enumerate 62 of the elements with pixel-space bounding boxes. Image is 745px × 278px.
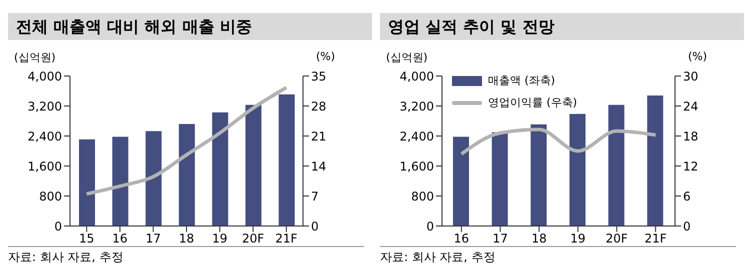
- y-tick-label: 800: [411, 189, 434, 204]
- x-tick-label: 20F: [606, 232, 628, 246]
- y2-tick-label: 12: [683, 159, 698, 174]
- x-tick-label: 21F: [275, 232, 298, 246]
- y2-tick-label: 30: [683, 69, 698, 84]
- x-tick-label: 20F: [242, 232, 264, 246]
- x-tick-label: 15: [79, 232, 94, 246]
- y2-tick-label: 7: [311, 189, 319, 204]
- y-axis-title: (십억원): [14, 50, 56, 65]
- y2-tick-label: 18: [683, 129, 698, 144]
- x-tick-label: 16: [454, 232, 470, 246]
- y2-tick-label: 6: [683, 189, 691, 204]
- x-tick-label: 21F: [644, 232, 667, 246]
- legend-label: 매출액 (좌축): [488, 73, 556, 89]
- bar: [278, 94, 295, 226]
- x-tick-label: 17: [492, 232, 508, 246]
- y-tick-label: 4,000: [400, 69, 434, 84]
- y-tick-label: 4,000: [28, 69, 62, 84]
- bar: [178, 124, 195, 226]
- y2-tick-label: 0: [683, 219, 691, 234]
- y-tick-label: 2,400: [28, 129, 62, 144]
- line-series: [84, 86, 288, 196]
- bar: [112, 136, 128, 226]
- bar: [492, 132, 508, 226]
- y-tick-label: 2,400: [400, 129, 434, 144]
- y-tick-label: 0: [426, 219, 434, 234]
- x-tick-label: 19: [570, 232, 586, 246]
- y-tick-label: 1,600: [400, 159, 434, 174]
- y-tick-label: 3,200: [400, 99, 434, 114]
- text: 자료: 회사 자료, 추정: [380, 249, 736, 266]
- y2-tick-label: 28: [311, 99, 326, 114]
- x-tick-label: 16: [112, 232, 128, 246]
- bar: [570, 114, 586, 226]
- bar: [530, 124, 547, 226]
- bar: [608, 104, 624, 226]
- x-tick-label: 18: [178, 232, 194, 246]
- y2-tick-label: 0: [311, 219, 319, 234]
- bar: [245, 104, 262, 226]
- chart-title: 영업 실적 추이 및 전망: [380, 13, 744, 40]
- x-tick-label: 18: [531, 232, 547, 246]
- y2-axis-title: (%): [316, 50, 336, 63]
- bar: [79, 139, 95, 226]
- y-axis-title: (십억원): [386, 50, 428, 65]
- y2-axis-title: (%): [688, 50, 708, 63]
- y-tick-label: 3,200: [28, 99, 62, 114]
- y-tick-label: 0: [54, 219, 62, 234]
- text: 자료: 회사 자료, 추정: [8, 249, 364, 266]
- y2-tick-label: 21: [311, 129, 326, 144]
- legend-label: 영업이익률 (우축): [488, 95, 578, 111]
- y-tick-label: 1,600: [28, 159, 62, 174]
- line-series: [460, 128, 658, 156]
- x-tick-label: 17: [146, 232, 161, 246]
- bar: [647, 96, 664, 226]
- bar: [146, 131, 162, 226]
- x-tick-label: 19: [212, 232, 228, 246]
- y2-tick-label: 14: [311, 159, 326, 174]
- y2-tick-label: 24: [683, 99, 698, 114]
- y2-tick-label: 35: [311, 69, 326, 84]
- y-tick-label: 800: [39, 189, 62, 204]
- bar: [212, 112, 228, 226]
- chart-title: 전체 매출액 대비 해외 매출 비중: [8, 13, 372, 40]
- bar: [453, 136, 469, 226]
